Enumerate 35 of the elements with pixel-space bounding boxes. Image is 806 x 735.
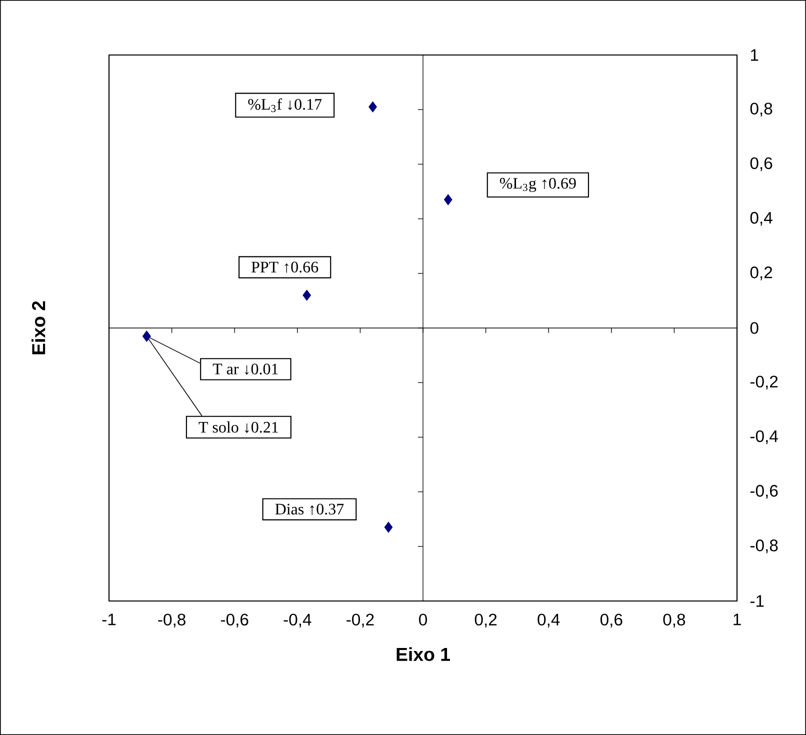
x-tick-label: 0: [419, 614, 427, 626]
x-tick-label: 0,6: [600, 614, 622, 628]
point: [444, 194, 452, 206]
x-tick-label: -1: [102, 614, 116, 626]
point: [368, 102, 377, 112]
annotation: Dias ↑0.37: [275, 504, 344, 515]
x-tick-label: 1: [734, 614, 741, 626]
y-tick-label: -0,4: [750, 430, 778, 444]
annotation: T ar ↓0.01: [212, 364, 278, 375]
x-tick-label: -0,2: [346, 614, 374, 628]
x-tick-label: -0,4: [284, 614, 312, 628]
y-tick-label: 0,4: [750, 212, 772, 226]
y-tick-label: 1: [750, 49, 758, 61]
x-tick-label: 0,2: [474, 614, 497, 628]
x-axis-title: Eixo 1: [396, 647, 450, 662]
y-tick-label: 0,2: [750, 266, 772, 280]
annotation: T solo ↓0.21: [198, 421, 278, 433]
y-tick-label: -0,6: [750, 484, 778, 499]
x-tick-label: -0,8: [158, 614, 186, 628]
annotation: %L$_{3}$f ↓0.17: [248, 98, 322, 112]
point: [302, 290, 311, 301]
point: [384, 522, 393, 533]
y-tick-label: -1: [750, 595, 764, 607]
y-tick-label: 0,6: [750, 157, 772, 172]
y-tick-label: 0: [750, 322, 758, 334]
y-tick-label: -0,2: [750, 376, 778, 390]
annotation: PPT ↑0.66: [252, 262, 318, 273]
annotation: %L$_{3}$g ↑0.69: [500, 178, 576, 192]
x-tick-label: 0,4: [538, 614, 560, 628]
point: [142, 330, 151, 342]
y-axis-title: Eixo 2: [32, 301, 46, 354]
x-tick-label: -0,6: [220, 614, 248, 628]
y-tick-label: 0,8: [750, 102, 772, 116]
y-tick-label: -0,8: [750, 540, 778, 554]
x-tick-label: 0,8: [663, 614, 686, 628]
